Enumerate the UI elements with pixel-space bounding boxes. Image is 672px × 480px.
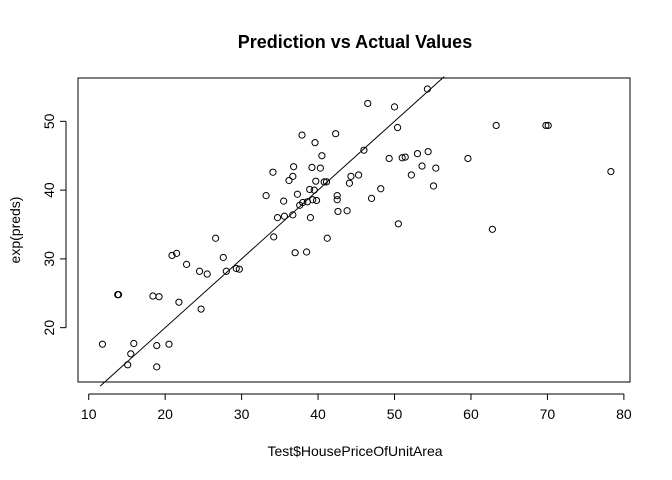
data-point [346, 180, 352, 186]
reference-line-group [100, 77, 444, 387]
data-point [465, 155, 471, 161]
data-point [196, 268, 202, 274]
data-point [166, 341, 172, 347]
data-point [348, 173, 354, 179]
data-point [433, 165, 439, 171]
y-tick-label: 40 [41, 182, 57, 198]
y-axis-label: exp(preds) [7, 197, 23, 264]
data-point [176, 299, 182, 305]
data-point [344, 208, 350, 214]
data-point [319, 153, 325, 159]
data-point [335, 208, 341, 214]
x-tick-label: 10 [81, 406, 97, 422]
data-point [395, 221, 401, 227]
y-tick-label: 50 [41, 113, 57, 129]
data-point [313, 178, 319, 184]
data-point [608, 168, 614, 174]
data-point [290, 173, 296, 179]
data-point [312, 140, 318, 146]
data-point [131, 340, 137, 346]
data-point [281, 198, 287, 204]
data-point [286, 177, 292, 183]
data-point [150, 293, 156, 299]
data-point [493, 122, 499, 128]
data-point [204, 271, 210, 277]
reference-line [100, 77, 444, 387]
data-point [125, 362, 131, 368]
data-point [294, 191, 300, 197]
data-point [317, 165, 323, 171]
data-point [391, 104, 397, 110]
data-point [311, 187, 317, 193]
data-point [198, 306, 204, 312]
y-axis: 20 30 40 50 [41, 113, 66, 335]
data-point [378, 186, 384, 192]
x-tick-label: 60 [463, 406, 479, 422]
chart-title: Prediction vs Actual Values [238, 32, 472, 52]
data-point [333, 131, 339, 137]
data-point [386, 155, 392, 161]
plot-frame [78, 78, 630, 382]
data-point [99, 341, 105, 347]
data-point [309, 164, 315, 170]
x-axis-label: Test$HousePriceOfUnitArea [267, 443, 442, 459]
data-point [154, 364, 160, 370]
data-point [419, 163, 425, 169]
data-point [489, 226, 495, 232]
data-point [355, 172, 361, 178]
x-tick-label: 30 [234, 406, 250, 422]
data-point [324, 235, 330, 241]
data-point [394, 124, 400, 130]
data-point [183, 261, 189, 267]
x-axis: 10 20 30 40 50 60 70 80 [81, 394, 632, 422]
data-point [313, 197, 319, 203]
x-tick-label: 80 [616, 406, 632, 422]
x-tick-label: 20 [157, 406, 173, 422]
data-point [303, 249, 309, 255]
data-point [274, 215, 280, 221]
data-point [281, 213, 287, 219]
data-point [292, 250, 298, 256]
y-tick-label: 20 [41, 320, 57, 336]
x-tick-label: 50 [387, 406, 403, 422]
data-points [99, 86, 614, 370]
x-tick-label: 70 [540, 406, 556, 422]
data-point [291, 164, 297, 170]
data-point [307, 215, 313, 221]
data-point [365, 100, 371, 106]
data-point [299, 132, 305, 138]
data-point [128, 351, 134, 357]
data-point [368, 195, 374, 201]
data-point [425, 148, 431, 154]
data-point [263, 193, 269, 199]
data-point [408, 172, 414, 178]
data-point [271, 234, 277, 240]
data-point [270, 169, 276, 175]
data-point [414, 151, 420, 157]
x-tick-label: 40 [310, 406, 326, 422]
data-point [334, 193, 340, 199]
data-point [154, 342, 160, 348]
data-point [156, 294, 162, 300]
data-point [220, 254, 226, 260]
data-point [213, 235, 219, 241]
data-point [430, 183, 436, 189]
y-tick-label: 30 [41, 251, 57, 267]
